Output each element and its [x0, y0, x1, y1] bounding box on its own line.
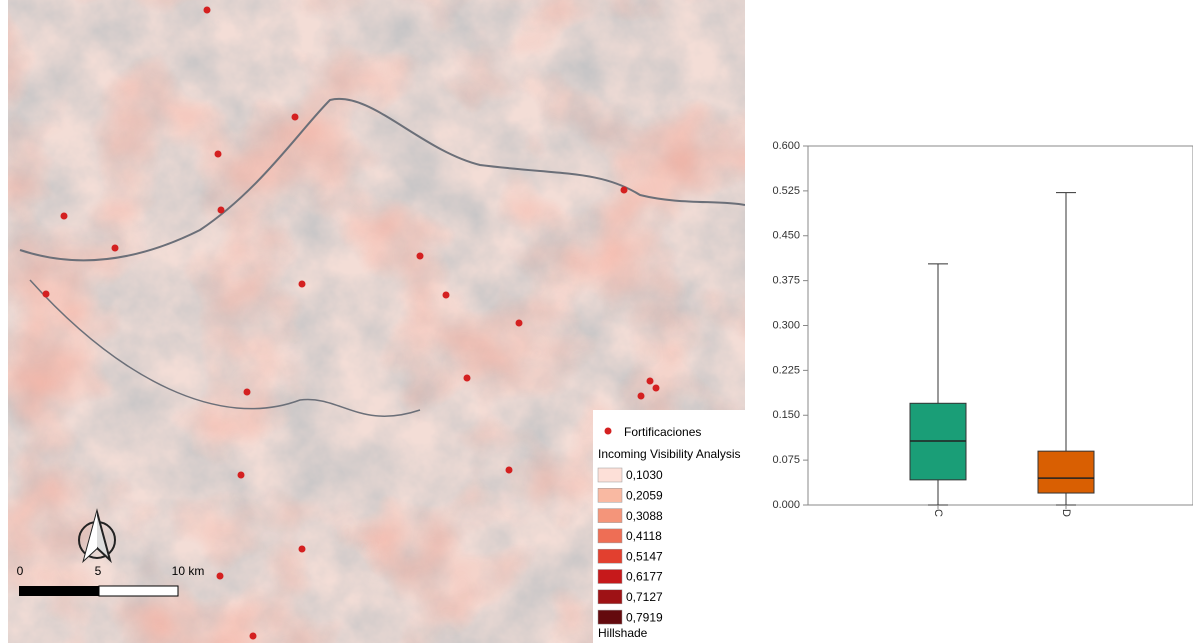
fortification — [647, 378, 654, 385]
legend-label: 0,6177 — [626, 570, 663, 584]
scale-label: 10 km — [172, 564, 205, 578]
fortification — [621, 187, 628, 194]
legend-swatch — [598, 610, 622, 624]
legend-label: 0,2059 — [626, 488, 663, 502]
x-tick-label: C — [932, 509, 944, 517]
scale-label: 5 — [95, 564, 102, 578]
legend-swatch — [598, 590, 622, 604]
y-tick-label: 0.600 — [772, 140, 800, 152]
fortification — [112, 245, 119, 252]
legend-label: 0,7127 — [626, 590, 663, 604]
page: 0 5 10 km Fortificaciones Incoming Visib… — [0, 0, 1193, 643]
legend-label: 0,7919 — [626, 610, 663, 624]
legend-footer: Hillshade — [598, 626, 648, 640]
legend — [593, 410, 753, 643]
fortification — [238, 472, 245, 479]
y-tick-label: 0.075 — [772, 454, 800, 466]
legend-swatch — [598, 488, 622, 502]
legend-swatch — [598, 570, 622, 584]
y-tick-label: 0.225 — [772, 364, 800, 376]
fortification — [516, 320, 523, 327]
legend-label: Fortificaciones — [624, 425, 701, 439]
fortification — [417, 253, 424, 260]
fortification — [244, 389, 251, 396]
legend-swatch — [598, 549, 622, 563]
legend-swatch — [598, 509, 622, 523]
scale-label: 0 — [17, 564, 24, 578]
x-tick-label: D — [1060, 509, 1072, 517]
legend-marker — [605, 428, 612, 435]
legend-label: 0,5147 — [626, 549, 663, 563]
fortification — [292, 114, 299, 121]
box — [1038, 451, 1094, 493]
fortification — [204, 7, 211, 14]
legend-swatch — [598, 529, 622, 543]
fortification — [299, 281, 306, 288]
plot-frame — [808, 146, 1193, 505]
boxplot: 0.000 0.075 0.150 0.225 0.300 0.375 0.450 0.525… — [772, 140, 1193, 517]
fortification — [653, 385, 660, 392]
legend-label: 0,4118 — [626, 529, 662, 543]
fortification — [638, 393, 645, 400]
y-tick-label: 0.300 — [772, 319, 800, 331]
fortification — [299, 546, 306, 553]
y-tick-label: 0.000 — [772, 499, 800, 511]
legend-label: 0,3088 — [626, 509, 663, 523]
fortification — [464, 375, 471, 382]
legend-label: 0,1030 — [626, 468, 663, 482]
legend-title: Incoming Visibility Analysis — [598, 447, 741, 461]
y-tick-label: 0.525 — [772, 185, 800, 197]
y-tick-label: 0.450 — [772, 230, 800, 242]
fortification — [218, 207, 225, 214]
fortification — [443, 292, 450, 299]
fortification — [215, 151, 222, 158]
scale-bar — [99, 586, 178, 596]
fortification — [43, 291, 50, 298]
fortification — [217, 573, 224, 580]
y-tick-label: 0.150 — [772, 409, 800, 421]
y-tick-label: 0.375 — [772, 275, 800, 287]
legend-swatch — [598, 468, 622, 482]
fortification — [250, 633, 257, 640]
fortification — [506, 467, 513, 474]
fortification — [61, 213, 68, 220]
scale-bar — [19, 586, 99, 596]
